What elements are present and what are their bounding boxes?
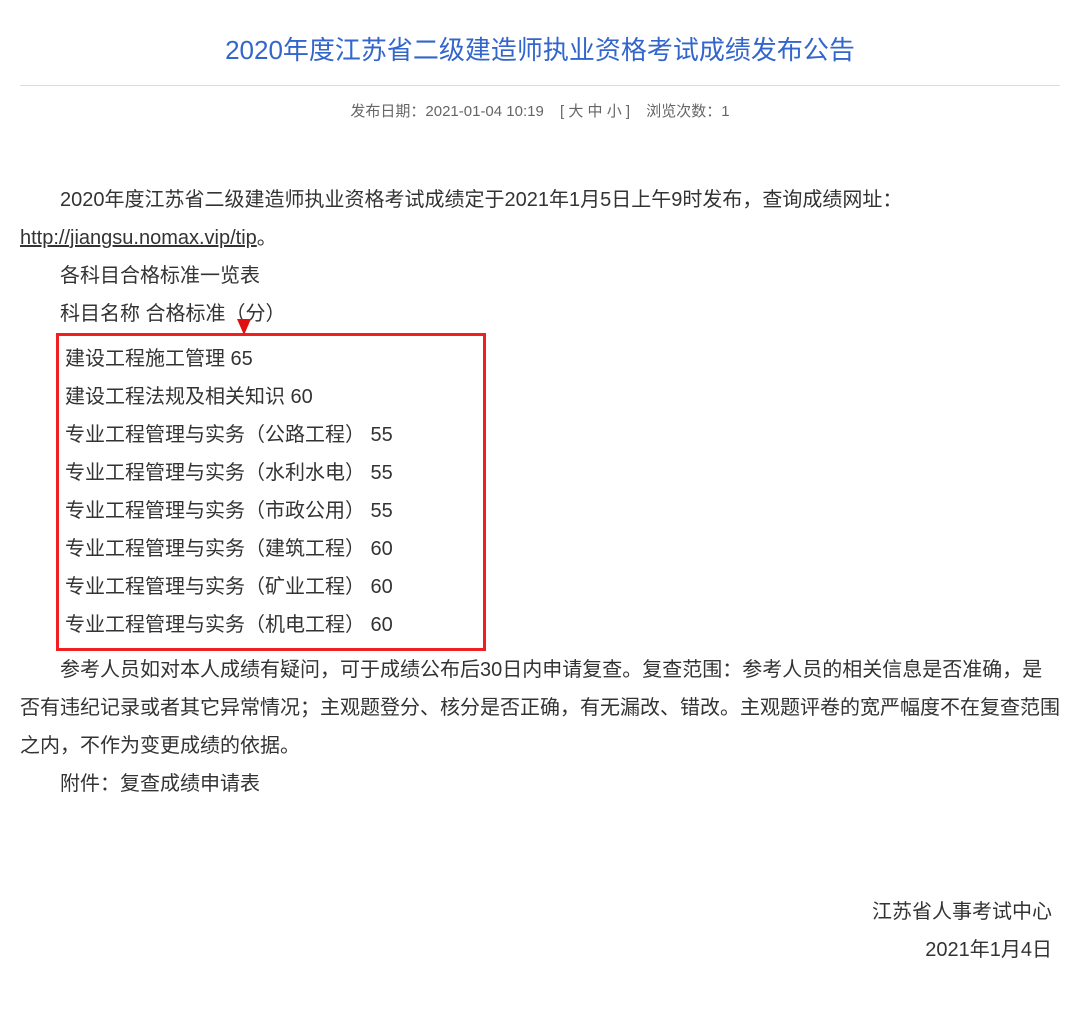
views-block: 浏览次数：1 xyxy=(646,100,729,121)
publish-label: 发布日期： xyxy=(350,103,425,120)
standard-row: 专业工程管理与实务（建筑工程） 60 xyxy=(65,530,477,568)
standard-row: 专业工程管理与实务（公路工程） 55 xyxy=(65,416,477,454)
signature-block: 江苏省人事考试中心 2021年1月4日 xyxy=(20,893,1060,969)
views-label: 浏览次数： xyxy=(646,103,721,120)
font-size-suffix: ] xyxy=(622,103,630,120)
page-title: 2020年度江苏省二级建造师执业资格考试成绩发布公告 xyxy=(20,20,1060,85)
column-header-line: 科目名称 合格标准（分） xyxy=(20,295,1060,333)
font-size-large[interactable]: 大 xyxy=(568,103,583,120)
standard-row: 专业工程管理与实务（机电工程） 60 xyxy=(65,606,477,644)
standard-row: 建设工程法规及相关知识 60 xyxy=(65,378,477,416)
attachment-line: 附件：复查成绩申请表 xyxy=(20,765,1060,803)
signature-date: 2021年1月4日 xyxy=(20,931,1052,969)
score-query-link[interactable]: http://jiangsu.nomax.vip/tip xyxy=(20,227,257,249)
standard-row: 专业工程管理与实务（水利水电） 55 xyxy=(65,454,477,492)
meta-row: 发布日期：2021-01-04 10:19 [ 大 中 小 ] 浏览次数：1 xyxy=(20,100,1060,121)
publish-date-value: 2021-01-04 10:19 xyxy=(425,103,543,120)
views-count: 1 xyxy=(721,103,729,120)
standard-row: 专业工程管理与实务（市政公用） 55 xyxy=(65,492,477,530)
table-title-line: 各科目合格标准一览表 xyxy=(20,257,1060,295)
font-size-control: [ 大 中 小 ] xyxy=(560,100,630,121)
font-size-medium[interactable]: 中 xyxy=(588,103,603,120)
arrow-down-icon xyxy=(237,319,251,335)
title-divider xyxy=(20,85,1060,86)
intro-text-before: 2020年度江苏省二级建造师执业资格考试成绩定于2021年1月5日上午9时发布，… xyxy=(60,189,902,211)
publish-date: 发布日期：2021-01-04 10:19 xyxy=(350,100,543,121)
intro-text-after: 。 xyxy=(257,227,277,249)
standard-row: 专业工程管理与实务（矿业工程） 60 xyxy=(65,568,477,606)
font-size-small[interactable]: 小 xyxy=(607,103,622,120)
standard-row: 建设工程施工管理 65 xyxy=(65,340,477,378)
review-paragraph: 参考人员如对本人成绩有疑问，可于成绩公布后30日内申请复查。复查范围：参考人员的… xyxy=(20,651,1060,765)
article-body: 2020年度江苏省二级建造师执业资格考试成绩定于2021年1月5日上午9时发布，… xyxy=(20,181,1060,969)
intro-paragraph: 2020年度江苏省二级建造师执业资格考试成绩定于2021年1月5日上午9时发布，… xyxy=(20,181,1060,257)
standards-highlight-box: 建设工程施工管理 65 建设工程法规及相关知识 60 专业工程管理与实务（公路工… xyxy=(56,333,486,651)
signature-org: 江苏省人事考试中心 xyxy=(20,893,1052,931)
